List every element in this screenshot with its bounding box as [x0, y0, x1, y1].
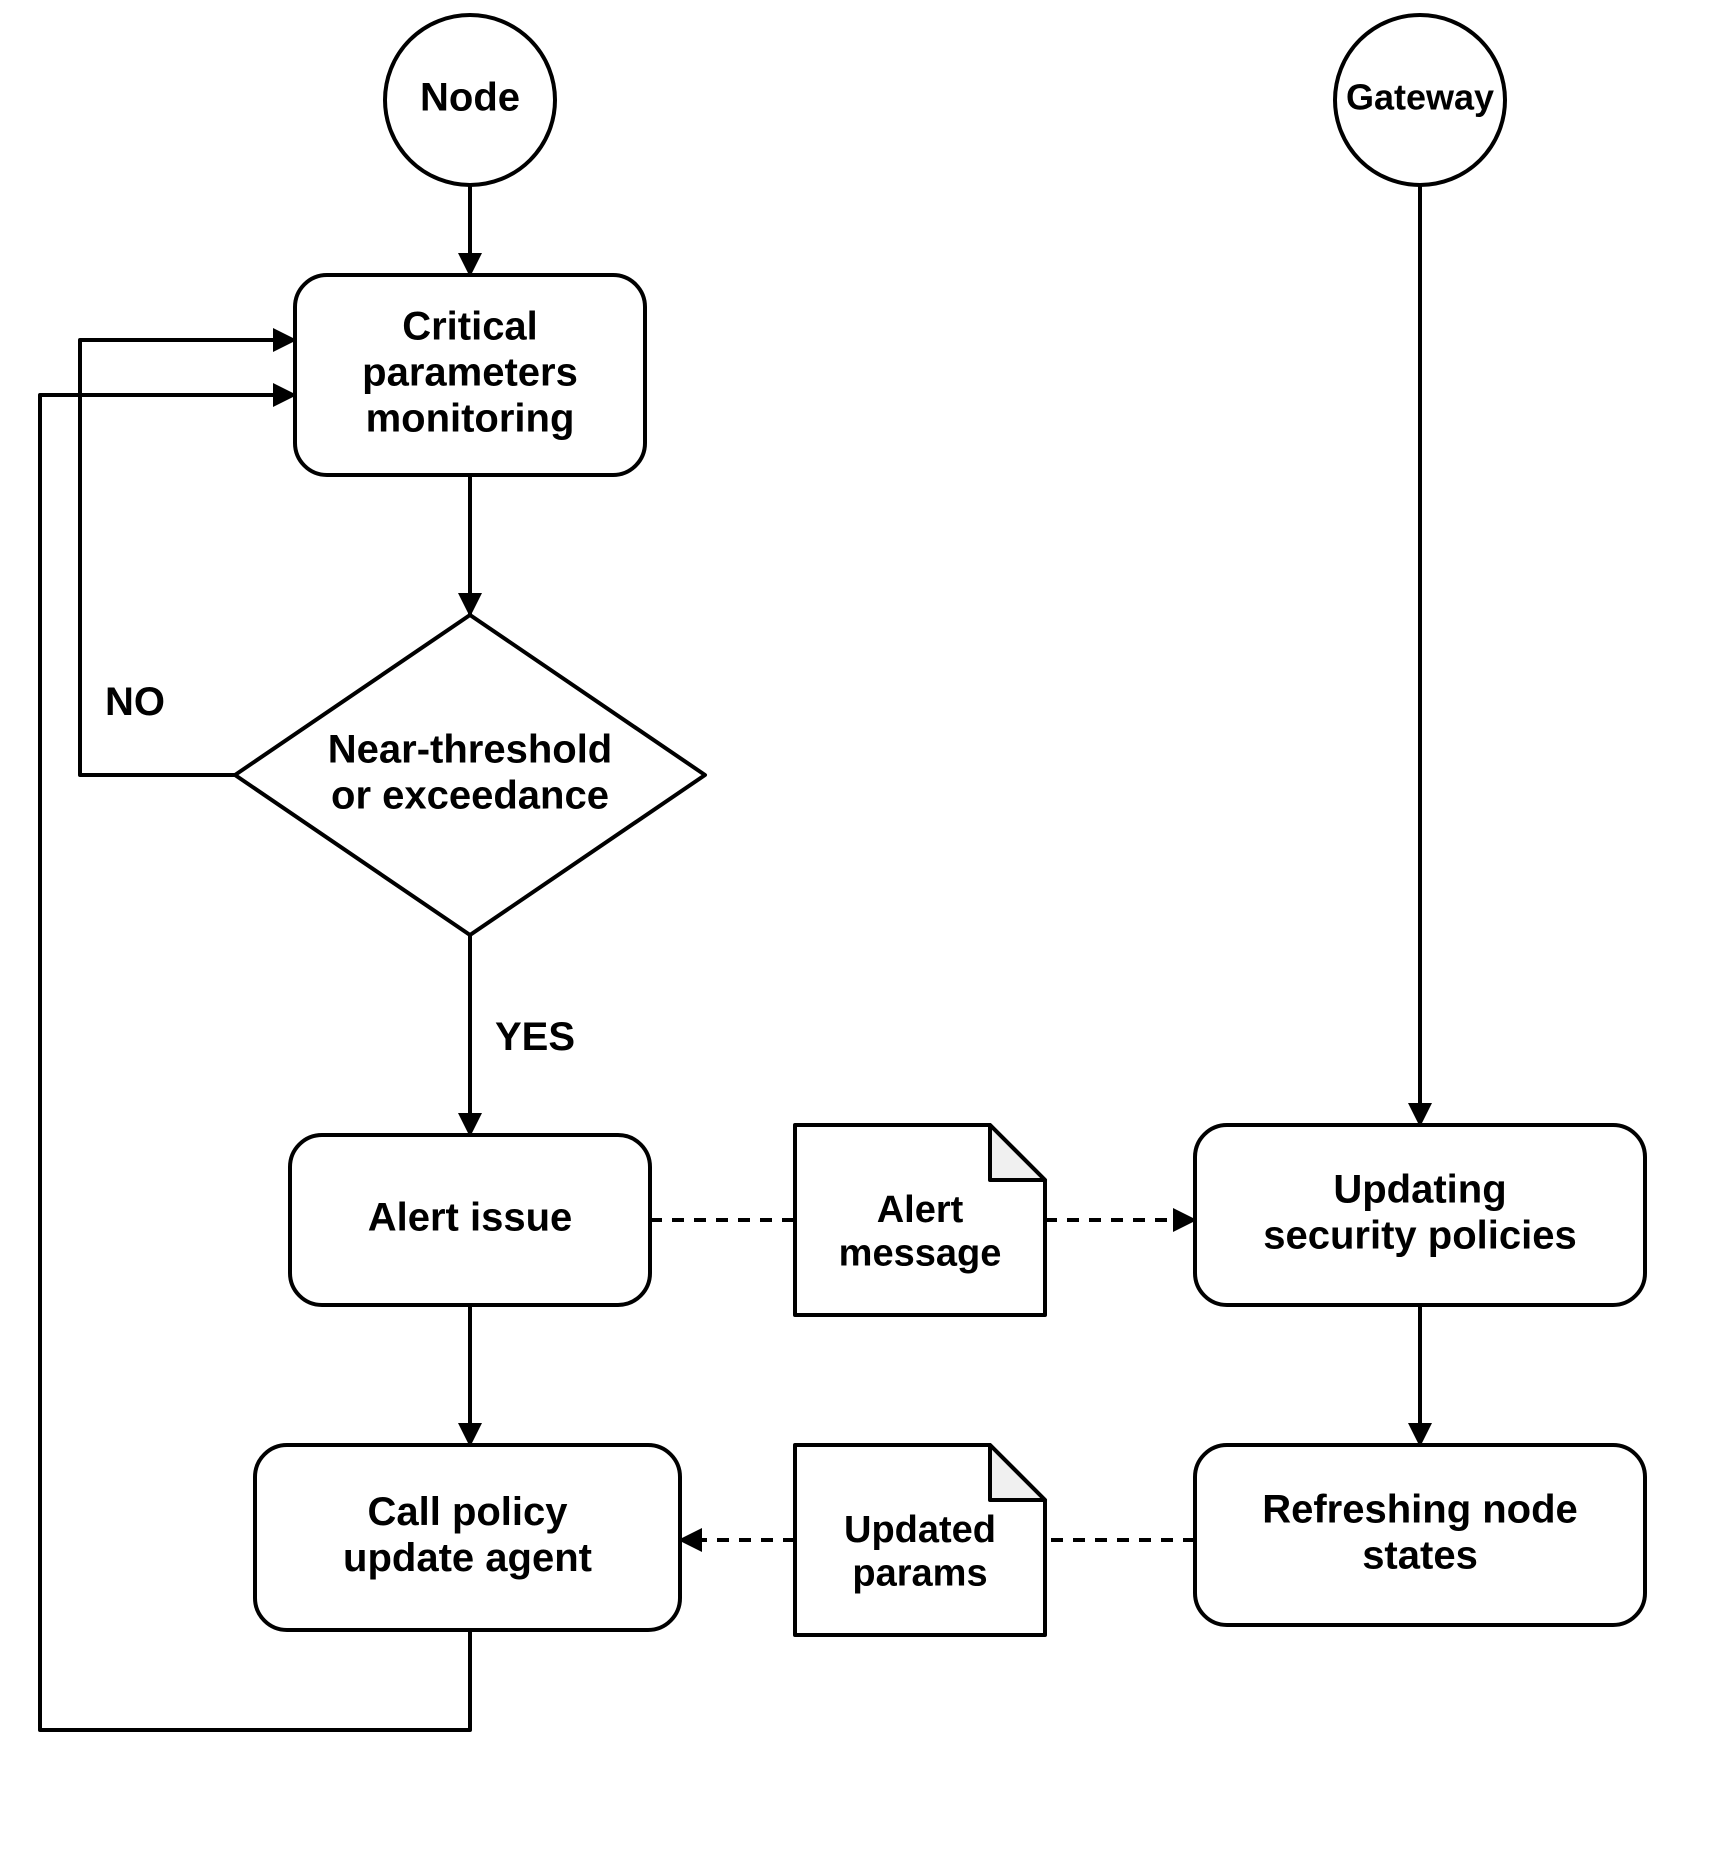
call_policy-label: Call policy	[367, 1490, 568, 1534]
node-refreshing: Refreshing nodestates	[1195, 1445, 1645, 1625]
alert_msg-label: Alert	[877, 1189, 964, 1231]
updated_params-label: Updated	[844, 1509, 996, 1551]
monitoring-label: parameters	[362, 351, 578, 395]
node_start-label: Node	[420, 76, 520, 120]
node-node_start: Node	[385, 15, 555, 185]
updated_params-label: params	[852, 1553, 987, 1595]
gateway_start-label: Gateway	[1346, 77, 1494, 118]
decision-label: Near-threshold	[328, 728, 613, 772]
updating_policies-label: security policies	[1263, 1214, 1576, 1258]
flowchart: Node Gateway Criticalparametersmonitoring N…	[0, 0, 1713, 1862]
label-yes: YES	[495, 1015, 575, 1059]
decision-label: or exceedance	[331, 774, 609, 818]
node-call_policy: Call policyupdate agent	[255, 1445, 680, 1630]
refreshing-label: Refreshing node	[1262, 1488, 1578, 1532]
refreshing-label: states	[1362, 1534, 1478, 1578]
node-decision: Near-thresholdor exceedance	[235, 615, 705, 935]
monitoring-label: Critical	[402, 305, 538, 349]
alert_issue-label: Alert issue	[368, 1196, 573, 1240]
node-updating_policies: Updatingsecurity policies	[1195, 1125, 1645, 1305]
node-gateway_start: Gateway	[1335, 15, 1505, 185]
call_policy-label: update agent	[343, 1536, 592, 1580]
updating_policies-label: Updating	[1333, 1168, 1506, 1212]
node-alert_msg: Alertmessage	[795, 1125, 1045, 1315]
monitoring-label: monitoring	[366, 397, 575, 441]
node-monitoring: Criticalparametersmonitoring	[295, 275, 645, 475]
alert_msg-label: message	[839, 1233, 1002, 1275]
node-updated_params: Updatedparams	[795, 1445, 1045, 1635]
label-no: NO	[105, 680, 165, 724]
node-alert_issue: Alert issue	[290, 1135, 650, 1305]
